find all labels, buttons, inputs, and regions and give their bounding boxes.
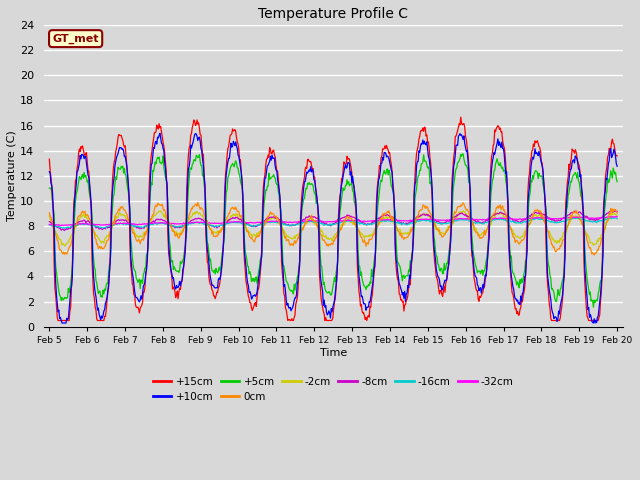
Title: Temperature Profile C: Temperature Profile C — [259, 7, 408, 21]
X-axis label: Time: Time — [319, 348, 347, 358]
Text: GT_met: GT_met — [52, 34, 99, 44]
Legend: +15cm, +10cm, +5cm, 0cm, -2cm, -8cm, -16cm, -32cm: +15cm, +10cm, +5cm, 0cm, -2cm, -8cm, -16… — [148, 372, 518, 406]
Y-axis label: Temperature (C): Temperature (C) — [7, 131, 17, 221]
